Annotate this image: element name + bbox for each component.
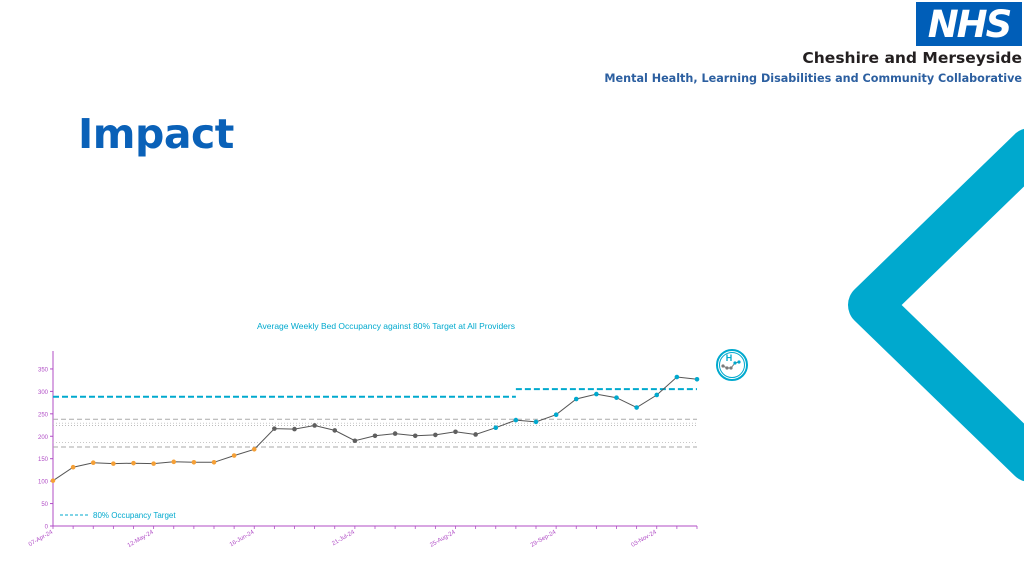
legend: 80% Occupancy Target xyxy=(60,511,176,520)
chart-title: Average Weekly Bed Occupancy against 80%… xyxy=(257,321,515,331)
data-point xyxy=(231,453,237,458)
x-tick-label: 25-Aug-24 xyxy=(429,529,457,549)
data-point xyxy=(433,432,438,438)
data-point xyxy=(513,417,519,423)
data-point xyxy=(131,460,136,466)
svg-text:H: H xyxy=(726,353,733,363)
x-tick-label: 21-Jul-24 xyxy=(331,529,356,547)
data-point xyxy=(372,433,378,439)
y-tick-label: 100 xyxy=(38,480,49,486)
data-point xyxy=(654,392,660,398)
org-name: Cheshire and Merseyside xyxy=(802,49,1022,67)
data-point xyxy=(151,461,156,466)
collaborative-name: Mental Health, Learning Disabilities and… xyxy=(604,72,1022,85)
y-tick-label: 150 xyxy=(38,457,49,463)
x-tick-label: 03-Nov-24 xyxy=(630,529,658,549)
data-point xyxy=(674,374,680,380)
legend-target-label: 80% Occupancy Target xyxy=(93,511,176,520)
nhs-logo: NHS xyxy=(916,2,1022,46)
x-tick-label: 07-Apr-24 xyxy=(28,529,55,548)
data-point xyxy=(412,433,418,439)
data-point xyxy=(191,459,197,465)
data-point xyxy=(171,459,177,465)
data-point xyxy=(312,423,317,428)
y-tick-label: 50 xyxy=(41,502,48,508)
data-point xyxy=(594,391,599,397)
x-tick-label: 12-May-24 xyxy=(127,529,155,549)
data-point xyxy=(332,428,338,433)
data-point xyxy=(614,395,619,400)
data-point xyxy=(573,396,579,402)
x-tick-label: 16-Jun-24 xyxy=(229,529,256,548)
y-tick-label: 250 xyxy=(38,412,49,418)
data-point xyxy=(493,425,499,431)
x-tick-label: 29-Sep-24 xyxy=(530,529,558,549)
spc-variation-icon: H xyxy=(716,349,748,381)
data-point xyxy=(392,431,398,436)
y-tick-label: 300 xyxy=(38,390,49,396)
data-point xyxy=(70,464,76,470)
data-point xyxy=(90,460,96,466)
data-point xyxy=(634,405,639,410)
y-tick-label: 0 xyxy=(45,525,49,531)
data-point xyxy=(272,426,277,431)
occupancy-series-line xyxy=(52,376,698,482)
data-point xyxy=(453,429,458,435)
data-point xyxy=(50,478,56,483)
data-point xyxy=(111,461,116,466)
data-point xyxy=(292,426,297,432)
data-point xyxy=(694,376,700,382)
y-tick-label: 200 xyxy=(38,435,49,441)
nhs-logo-text: NHS xyxy=(927,3,1013,46)
data-point xyxy=(473,432,478,437)
data-point xyxy=(533,419,539,425)
page-title: Impact xyxy=(78,110,234,158)
data-point xyxy=(251,446,257,452)
data-point xyxy=(211,459,217,465)
y-tick-label: 350 xyxy=(38,367,49,373)
plot-area: 0 50 100 150 200 250 300 350 07-Apr-24 12-May-24 1… xyxy=(28,351,700,549)
data-point xyxy=(553,412,559,418)
data-point xyxy=(352,438,358,444)
